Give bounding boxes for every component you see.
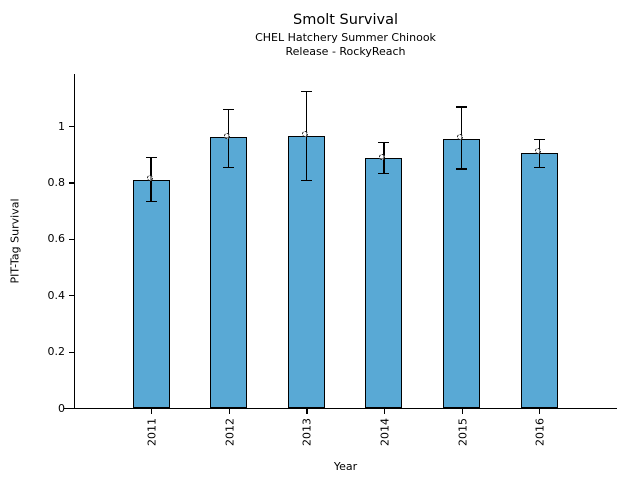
y-tick [69, 238, 74, 240]
error-cap-bottom-2016 [533, 167, 545, 169]
x-tick-label-2011: 2011 [145, 418, 159, 446]
error-cap-top-2015 [456, 106, 468, 108]
chart-subtitle-line2: Release - RockyReach [285, 45, 406, 58]
bar-2015 [443, 138, 481, 408]
x-tick-2015 [461, 409, 463, 414]
bar-2011 [132, 179, 170, 408]
mean-marker-2011 [146, 175, 153, 182]
error-cap-top-2013 [300, 90, 312, 93]
x-tick-2012 [228, 409, 230, 414]
bar-2016 [520, 152, 558, 408]
x-tick-label-2012: 2012 [223, 418, 237, 446]
x-tick-label-2014: 2014 [378, 418, 392, 446]
mean-marker-2012 [224, 132, 231, 139]
bar-2012 [210, 137, 248, 408]
y-tick-label: 0 [58, 401, 65, 415]
bar-2013 [287, 135, 325, 408]
y-tick-label: 1 [58, 119, 65, 133]
y-tick [69, 182, 74, 184]
error-cap-bottom-2012 [223, 167, 235, 169]
x-tick-2014 [383, 409, 386, 414]
y-tick-label: 0.6 [47, 232, 66, 246]
y-tick-label: 0.4 [47, 288, 66, 302]
y-tick [69, 408, 74, 410]
error-cap-top-2016 [533, 138, 545, 140]
y-tick-label: 0.8 [47, 175, 66, 189]
x-tick-label-2013: 2013 [300, 418, 314, 446]
error-cap-top-2012 [223, 109, 235, 111]
x-axis-line [64, 408, 617, 410]
y-tick [69, 351, 74, 353]
x-tick-2011 [151, 409, 153, 414]
x-tick-2013 [306, 409, 308, 414]
error-cap-bottom-2013 [300, 179, 312, 181]
mean-marker-2015 [457, 134, 464, 141]
error-cap-top-2014 [378, 141, 390, 143]
x-tick-2016 [539, 409, 541, 414]
chart-title: Smolt Survival [293, 12, 398, 28]
chart-subtitle-line1: CHEL Hatchery Summer Chinook [255, 31, 436, 44]
mean-marker-2016 [534, 148, 541, 155]
x-tick-label-2015: 2015 [456, 418, 470, 446]
mean-marker-2013 [301, 131, 308, 138]
error-cap-bottom-2011 [145, 200, 157, 203]
error-bar-2012 [228, 109, 230, 169]
y-tick [69, 295, 74, 297]
y-tick [69, 126, 74, 128]
mean-marker-2014 [379, 153, 386, 160]
bar-2014 [365, 158, 403, 408]
y-tick-label: 0.2 [47, 345, 66, 359]
error-cap-bottom-2015 [456, 168, 468, 170]
error-cap-bottom-2014 [378, 172, 390, 174]
x-tick-label-2016: 2016 [533, 418, 547, 446]
y-axis-spine [74, 74, 76, 409]
error-cap-top-2011 [145, 157, 157, 159]
x-axis-label: Year [333, 460, 358, 473]
